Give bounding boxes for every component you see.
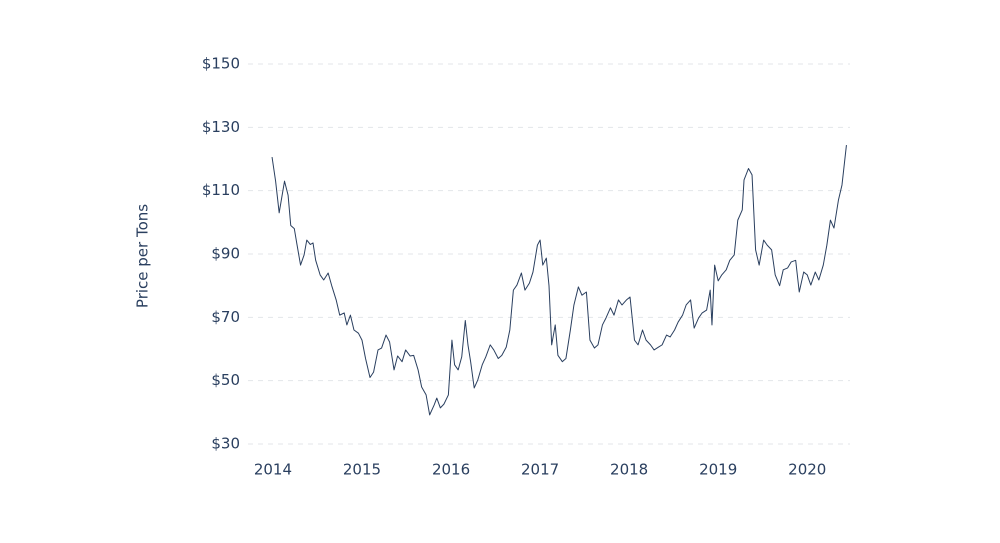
- y-tick-label: $150: [202, 55, 240, 73]
- x-tick-label: 2018: [610, 461, 648, 479]
- x-tick-label: 2016: [432, 461, 470, 479]
- y-tick-label: $110: [202, 181, 240, 199]
- x-tick-label: 2017: [521, 461, 559, 479]
- x-tick-label: 2015: [343, 461, 381, 479]
- y-tick-label: $130: [202, 118, 240, 136]
- x-tick-label: 2019: [699, 461, 737, 479]
- price-line: [271, 145, 847, 416]
- y-tick-label: $50: [211, 371, 240, 389]
- x-tick-label: 2020: [788, 461, 826, 479]
- y-tick-label: $90: [211, 245, 240, 263]
- y-tick-label: $30: [211, 435, 240, 453]
- x-tick-label: 2014: [254, 461, 292, 479]
- y-axis-title: Price per Tons: [134, 204, 152, 308]
- y-tick-label: $70: [211, 308, 240, 326]
